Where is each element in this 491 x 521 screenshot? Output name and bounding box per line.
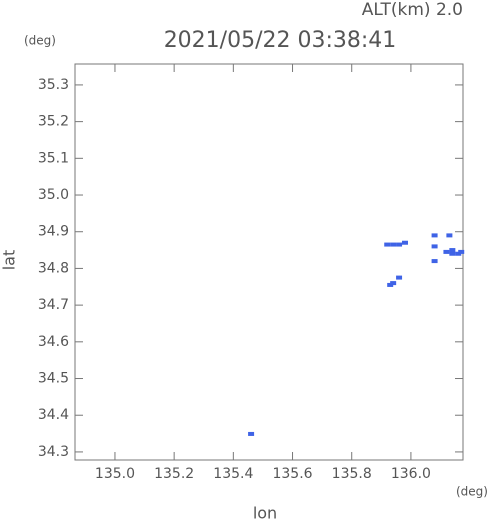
echo-point [248, 431, 255, 436]
x-tick-label: 135.0 [95, 466, 135, 482]
y-tick-label: 35.3 [38, 77, 69, 93]
echo-point [446, 233, 453, 238]
echo-point [396, 242, 403, 247]
plot-frame [74, 63, 464, 461]
y-tick-label: 34.6 [38, 334, 69, 350]
echo-point [449, 248, 456, 253]
echo-point [390, 281, 397, 286]
y-tick-label: 35.0 [38, 187, 69, 203]
y-unit: (deg) [24, 34, 56, 48]
echo-point [431, 244, 438, 249]
echo-point [431, 233, 438, 238]
x-tick-label: 135.6 [272, 466, 312, 482]
y-tick-label: 34.3 [38, 444, 69, 460]
x-tick-label: 136.0 [391, 466, 431, 482]
x-tick-label: 135.4 [213, 466, 253, 482]
x-tick-label: 135.2 [154, 466, 194, 482]
echo-point [384, 242, 391, 247]
y-tick-label: 35.2 [38, 114, 69, 130]
y-label: lat [0, 250, 19, 271]
y-tick-label: 34.8 [38, 260, 69, 276]
echo-point [449, 251, 456, 256]
y-tick-label: 34.7 [38, 297, 69, 313]
y-tick-label: 34.9 [38, 224, 69, 240]
y-tick-label: 34.5 [38, 371, 69, 387]
y-tick-label: 34.4 [38, 407, 69, 423]
chart-title: 2021/05/22 03:38:41 [164, 28, 397, 53]
echo-point [431, 259, 438, 264]
echo-point [390, 242, 397, 247]
echo-point [443, 249, 450, 254]
x-unit: (deg) [456, 485, 488, 499]
echo-point [458, 249, 465, 254]
altitude: ALT(km) 2.0 [362, 0, 463, 20]
y-tick-label: 35.1 [38, 150, 69, 166]
echo-point [401, 240, 408, 245]
echo-point [396, 275, 403, 280]
x-label: lon [253, 504, 277, 521]
x-tick-label: 135.8 [332, 466, 372, 482]
